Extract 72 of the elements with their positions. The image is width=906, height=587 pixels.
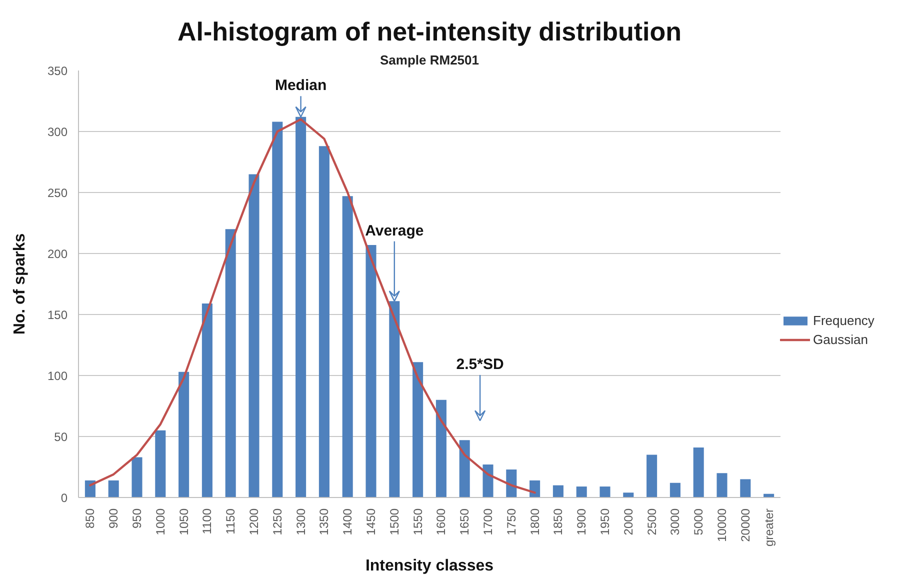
line-series <box>89 118 536 494</box>
bar <box>155 430 166 498</box>
x-tick-label: 1350 <box>317 508 332 536</box>
x-tick-label: 950 <box>130 508 144 529</box>
annotation: Median <box>274 77 327 94</box>
x-tick-label: 1500 <box>387 508 402 536</box>
bar <box>646 454 658 498</box>
bar <box>436 400 446 498</box>
x-tick-label: 1900 <box>574 508 589 536</box>
y-tick-label: 150 <box>47 308 68 322</box>
chart-title: Al-histogram of net-intensity distribution <box>177 16 682 46</box>
y-tick-label: 350 <box>47 64 68 78</box>
x-tick-label: 2500 <box>644 508 659 536</box>
y-tick-label: 250 <box>47 186 68 200</box>
y-tick-label: 200 <box>47 247 68 261</box>
x-tick-label: greater <box>762 508 776 547</box>
x-tick-label: 1850 <box>551 508 566 536</box>
x-tick-label: 1150 <box>224 508 238 534</box>
y-tick-label: 300 <box>47 125 68 139</box>
bar <box>248 174 260 498</box>
x-tick-label: 20000 <box>738 508 752 542</box>
bar <box>132 457 142 498</box>
x-tick-label: 1450 <box>364 508 378 536</box>
y-tick-label: 50 <box>54 430 68 444</box>
bar <box>716 473 728 498</box>
bar <box>318 146 330 498</box>
x-tick-label: 2000 <box>621 508 636 536</box>
x-tick-label: 1550 <box>410 508 425 536</box>
bar <box>366 244 376 498</box>
x-tick-label: 1100 <box>200 508 214 534</box>
x-tick-label: 1600 <box>434 508 448 536</box>
bar <box>225 229 236 498</box>
legend-label: Frequency <box>813 313 874 328</box>
chart-subtitle: Sample RM2501 <box>380 52 480 68</box>
y-axis-title: No. of sparks <box>11 233 28 335</box>
bar <box>412 362 424 498</box>
x-tick-label: 1300 <box>294 508 308 536</box>
x-tick-label: 1750 <box>504 508 518 536</box>
bar <box>202 304 212 498</box>
x-tick-label: 1650 <box>458 508 472 536</box>
bar <box>552 485 564 498</box>
x-tick-label: 1400 <box>340 508 355 536</box>
x-tick-label: 10000 <box>715 508 729 542</box>
legend-label: Gaussian <box>813 332 868 347</box>
x-axis-title: Intensity classes <box>365 558 494 575</box>
x-tick-label: 1200 <box>247 508 261 536</box>
bar <box>178 372 190 498</box>
x-tick-label: 1000 <box>153 508 168 536</box>
bar <box>740 479 751 498</box>
y-tick-label: 100 <box>47 369 68 383</box>
annotation: 2.5*SD <box>456 356 504 373</box>
x-tick-label: 1950 <box>598 508 612 536</box>
bar <box>600 486 610 498</box>
bar <box>623 492 634 498</box>
x-tick-label: 1800 <box>528 508 542 536</box>
y-tick-label: 0 <box>60 491 68 505</box>
bar <box>576 486 587 498</box>
bar <box>670 482 680 498</box>
bar <box>459 440 470 498</box>
annotation: Average <box>365 222 424 240</box>
bar <box>272 122 283 498</box>
x-tick-label: 1700 <box>481 508 495 536</box>
bar <box>108 480 119 498</box>
x-tick-label: 900 <box>106 508 121 529</box>
x-tick-label: 1250 <box>270 508 284 536</box>
x-tick-label: 5000 <box>692 508 706 536</box>
bar <box>342 196 353 498</box>
bar <box>693 447 704 498</box>
x-tick-label: 850 <box>83 508 98 529</box>
bar <box>482 464 494 498</box>
x-tick-label: 3000 <box>668 508 682 536</box>
x-tick-label: 1050 <box>176 508 191 536</box>
